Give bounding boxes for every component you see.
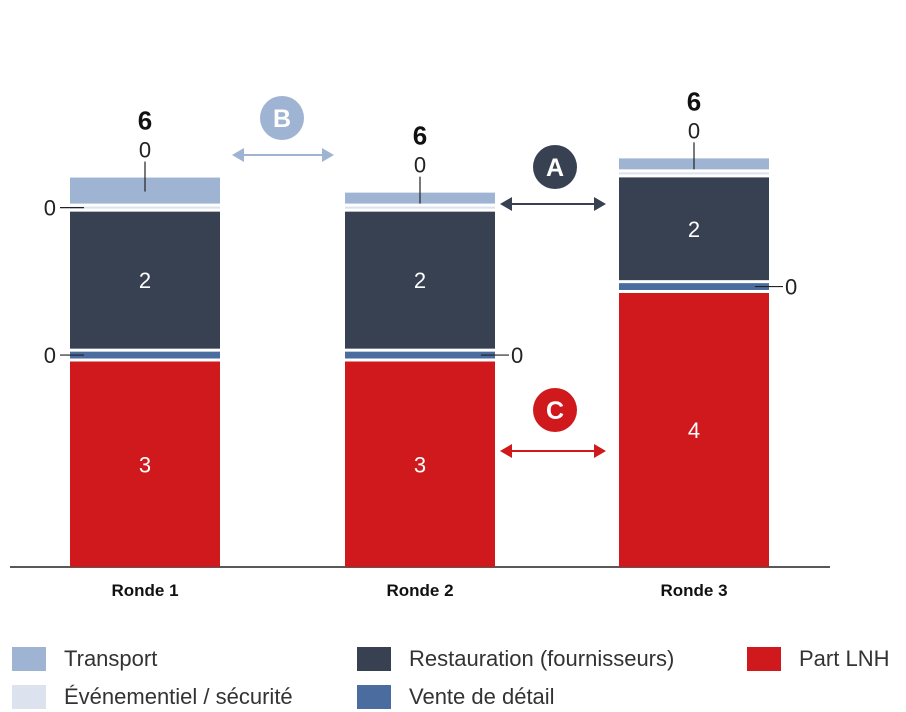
segment-label-3-0: 4 <box>688 418 700 443</box>
bar-segment-3-0 <box>619 293 769 567</box>
annotation-circle-C <box>533 388 577 432</box>
annotation-circle-A <box>533 145 577 189</box>
annotation-letter-B: B <box>273 105 291 133</box>
bar-segment-3-1 <box>619 283 769 290</box>
bar-segment-2-1 <box>345 351 495 359</box>
segment-label-2-1: 0 <box>511 343 523 368</box>
bar-segment-3-3 <box>619 172 769 175</box>
segment-label-2-0: 3 <box>414 452 426 477</box>
total-label-3: 6 <box>687 86 701 116</box>
bar-segment-2-3 <box>345 206 495 209</box>
annotation-arrowhead-left-B <box>232 148 244 162</box>
bar-segment-1-0 <box>70 361 220 567</box>
bar-segment-1-2 <box>70 211 220 349</box>
category-label-1: Ronde 1 <box>111 581 178 600</box>
segment-label-3-4: 0 <box>688 118 700 143</box>
annotation-arrowhead-left-A <box>500 197 512 211</box>
bar-segment-2-0 <box>345 361 495 567</box>
bar-segment-1-3 <box>70 206 220 209</box>
annotation-letter-A: A <box>546 154 564 182</box>
segment-label-1-3: 0 <box>44 196 56 221</box>
bar-segment-1-1 <box>70 351 220 359</box>
bar-segment-2-2 <box>345 211 495 349</box>
segment-label-1-2: 2 <box>139 268 151 293</box>
bar-segment-3-2 <box>619 177 769 281</box>
annotation-letter-C: C <box>546 397 564 425</box>
total-label-1: 6 <box>138 106 152 136</box>
annotation-arrowhead-right-C <box>594 444 606 458</box>
segment-label-2-4: 0 <box>414 153 426 178</box>
segment-label-3-1: 0 <box>785 275 797 300</box>
annotation-arrowhead-right-A <box>594 197 606 211</box>
segment-label-3-2: 2 <box>688 217 700 242</box>
annotation-circle-B <box>260 96 304 140</box>
segment-label-2-2: 2 <box>414 268 426 293</box>
annotation-arrowhead-left-C <box>500 444 512 458</box>
category-label-2: Ronde 2 <box>386 581 453 600</box>
segment-label-1-1: 0 <box>44 343 56 368</box>
annotation-arrowhead-right-B <box>322 148 334 162</box>
total-label-2: 6 <box>413 121 427 151</box>
segment-label-1-4: 0 <box>139 138 151 163</box>
category-label-3: Ronde 3 <box>660 581 727 600</box>
segment-label-1-0: 3 <box>139 452 151 477</box>
